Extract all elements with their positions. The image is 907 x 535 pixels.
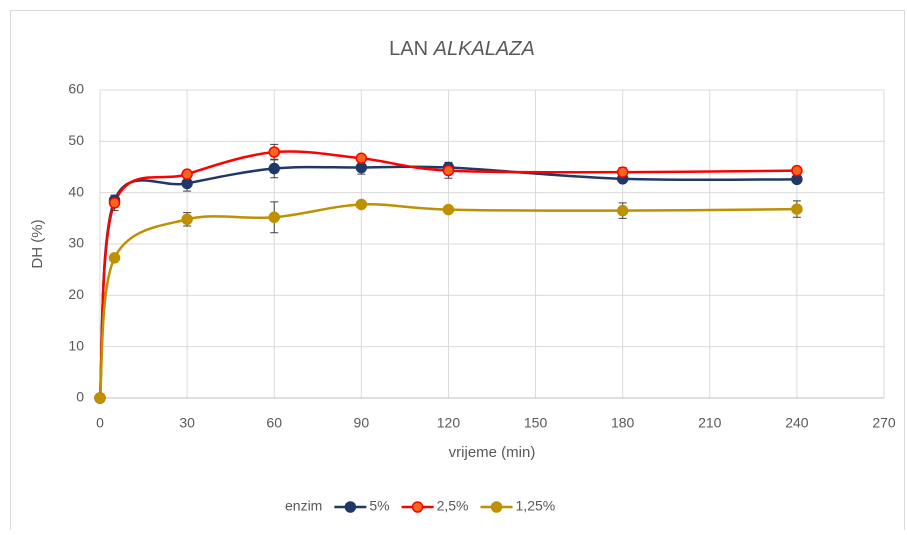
y-tick-label: 60 [68,81,84,97]
data-point [355,198,368,211]
data-point [791,164,803,177]
title-text: LAN [389,38,428,60]
legend-marker [490,501,503,513]
chart-title: LAN ALKALAZA [389,38,535,60]
x-tick-label: 270 [872,415,896,431]
x-tick-label: 240 [785,415,809,431]
y-axis-label: DH (%) [29,219,46,268]
y-tick-label: 10 [68,337,84,353]
legend-label: 2,5% [437,498,469,514]
y-tick-label: 50 [68,132,84,148]
x-axis-label: vrijeme (min) [449,444,536,461]
data-point [181,168,193,180]
y-tick-label: 20 [68,286,84,302]
legend-title: enzim [285,498,322,514]
data-point [108,197,121,209]
x-tick-label: 90 [354,415,370,431]
legend-marker [344,501,357,513]
chart-border [10,10,905,535]
data-point [791,203,803,215]
data-point [268,146,280,158]
data-point [181,213,193,226]
data-point [94,392,106,404]
data-point [268,162,280,175]
legend-marker [411,501,424,513]
legend-label: 5% [369,498,389,514]
data-point [268,211,280,224]
x-tick-label: 60 [266,415,282,431]
x-tick-label: 30 [179,415,195,431]
data-point [108,252,121,264]
y-tick-label: 30 [68,235,84,251]
y-tick-label: 40 [68,183,84,199]
data-point [616,166,629,178]
x-tick-label: 0 [96,415,104,431]
data-point [616,204,629,217]
y-tick-label: 0 [76,389,84,405]
legend-label: 1,25% [516,498,556,514]
data-point [355,152,368,165]
x-tick-label: 150 [524,415,548,431]
x-tick-label: 210 [698,415,722,431]
data-point [442,164,455,177]
x-tick-label: 120 [437,415,461,431]
x-tick-label: 180 [611,415,635,431]
data-point [442,203,455,216]
title-italic: ALKALAZA [433,38,535,60]
